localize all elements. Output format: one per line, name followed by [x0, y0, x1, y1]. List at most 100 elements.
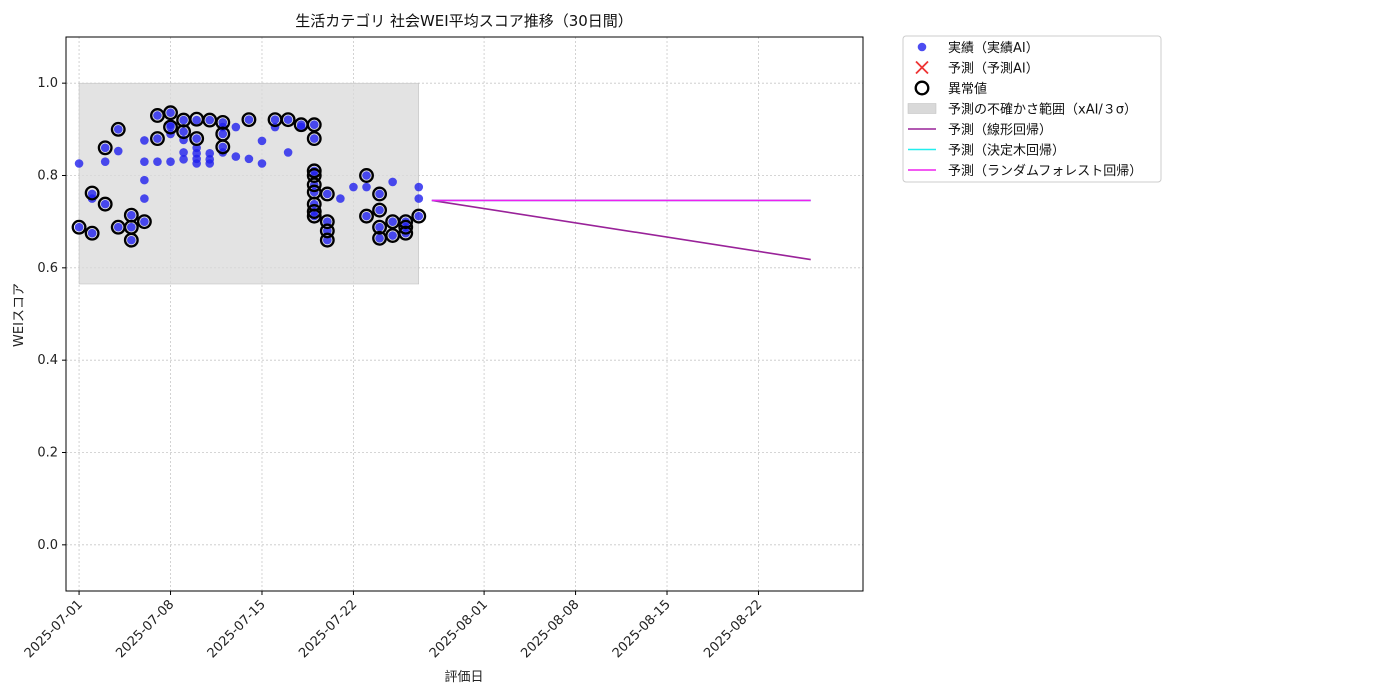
- actual-point: [244, 154, 254, 164]
- actual-point: [100, 199, 110, 209]
- outlier-marker: [359, 168, 374, 183]
- actual-point: [244, 115, 254, 124]
- actual-point: [362, 182, 371, 192]
- actual-point: [87, 228, 97, 238]
- legend-label: 実績（実績AI）: [948, 40, 1039, 56]
- actual-point: [179, 115, 188, 125]
- actual-point: [205, 159, 215, 168]
- outlier-marker: [306, 177, 322, 193]
- actual-point: [375, 233, 384, 243]
- actual-point: [127, 222, 136, 232]
- actual-point: [231, 122, 241, 132]
- actual-point: [140, 157, 149, 166]
- outlier-marker: [163, 105, 178, 121]
- y-tick-label: 0.6: [37, 261, 58, 276]
- outlier-marker: [215, 139, 231, 155]
- x-axis-label: 評価日: [444, 670, 483, 685]
- actual-point: [388, 217, 397, 226]
- actual-point: [140, 136, 149, 145]
- actual-point: [113, 125, 123, 134]
- outlier-marker: [306, 163, 322, 179]
- actual-point: [283, 148, 293, 157]
- actual-point: [166, 120, 175, 130]
- actual-point: [87, 189, 97, 199]
- outlier-marker: [319, 186, 335, 202]
- y-tick-label: 0.2: [37, 446, 58, 461]
- outlier-marker: [411, 208, 427, 224]
- actual-point: [74, 159, 84, 168]
- y-tick-label: 1.0: [37, 76, 58, 91]
- outlier-marker: [306, 117, 322, 133]
- outlier-marker: [136, 214, 152, 230]
- actual-point: [179, 148, 188, 157]
- x-tick-label: 2025-07-22: [296, 597, 360, 661]
- actual-point: [296, 122, 306, 132]
- actual-point: [388, 177, 397, 187]
- legend-label: 異常値: [948, 81, 987, 97]
- actual-point: [309, 134, 319, 143]
- x-tick-label: 2025-08-08: [518, 597, 582, 661]
- actual-point: [218, 142, 228, 152]
- actual-point: [113, 146, 123, 156]
- actual-point: [100, 143, 110, 153]
- actual-point: [414, 211, 424, 221]
- x-tick-label: 2025-07-08: [113, 597, 177, 661]
- outlier-marker: [84, 185, 100, 201]
- y-tick-label: 0.8: [37, 169, 58, 184]
- actual-point: [166, 157, 175, 166]
- outlier-marker: [163, 119, 178, 135]
- outlier-markers-layer: [71, 105, 427, 248]
- outlier-marker: [319, 232, 335, 248]
- legend-swatch-band: [907, 103, 937, 114]
- chart-title: 生活カテゴリ 社会WEI平均スコア推移（30日間）: [295, 12, 633, 30]
- actual-point: [257, 159, 267, 168]
- legend-swatch-actual: [917, 42, 927, 52]
- actual-point: [192, 134, 201, 143]
- outlier-marker: [71, 219, 87, 235]
- actual-point: [283, 115, 293, 124]
- actual-point: [323, 189, 332, 199]
- outlier-marker: [150, 131, 165, 147]
- actual-point: [231, 152, 241, 161]
- outlier-marker: [241, 112, 257, 128]
- outlier-marker: [372, 219, 388, 235]
- actual-point: [270, 115, 280, 124]
- outlier-marker: [398, 219, 414, 235]
- actual-point: [205, 149, 215, 158]
- actual-point: [166, 108, 175, 118]
- actual-point: [414, 194, 424, 203]
- actual-point: [179, 127, 188, 136]
- outlier-marker: [359, 208, 374, 224]
- forecast-line-0: [431, 199, 811, 261]
- plot-frame: [65, 36, 864, 592]
- outlier-marker: [319, 214, 335, 230]
- outlier-marker: [280, 112, 296, 128]
- actual-point: [414, 182, 424, 192]
- actual-point: [257, 136, 267, 146]
- outlier-marker: [306, 204, 322, 219]
- actual-point: [140, 175, 149, 185]
- actual-point: [218, 129, 228, 139]
- actual-point: [127, 235, 136, 245]
- actual-point: [153, 157, 162, 166]
- actual-point: [375, 205, 384, 215]
- outlier-marker: [97, 196, 113, 212]
- x-tick-label: 2025-08-15: [610, 597, 674, 661]
- y-tick-label: 0.4: [37, 353, 58, 368]
- outlier-marker: [123, 232, 139, 248]
- actual-point: [362, 211, 371, 221]
- actual-point: [179, 155, 188, 164]
- y-axis-label: WEIスコア: [12, 283, 27, 347]
- actual-point: [336, 194, 345, 203]
- x-tick-label: 2025-08-01: [427, 597, 491, 661]
- outlier-marker: [84, 225, 100, 241]
- legend-frame: [902, 35, 1162, 183]
- outlier-marker: [306, 131, 322, 147]
- outlier-marker: [306, 208, 322, 224]
- outlier-marker: [306, 168, 322, 183]
- actual-point: [140, 194, 149, 203]
- forecast-lines-layer: [431, 199, 811, 261]
- actual-point: [375, 222, 384, 232]
